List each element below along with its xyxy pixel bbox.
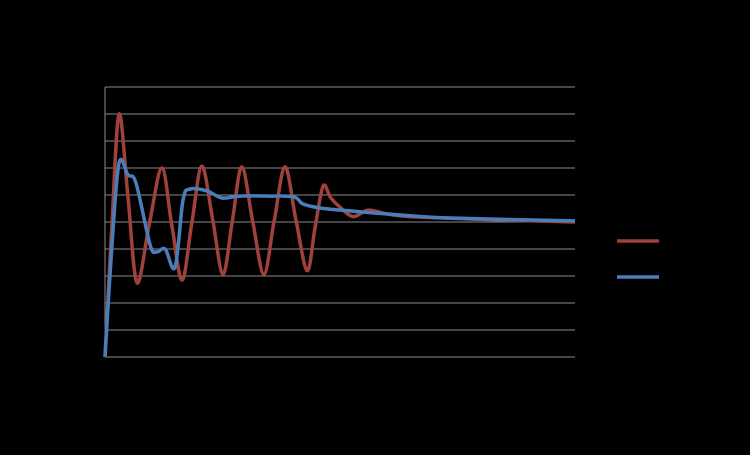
line-series xyxy=(103,112,576,358)
line-series xyxy=(103,157,576,358)
